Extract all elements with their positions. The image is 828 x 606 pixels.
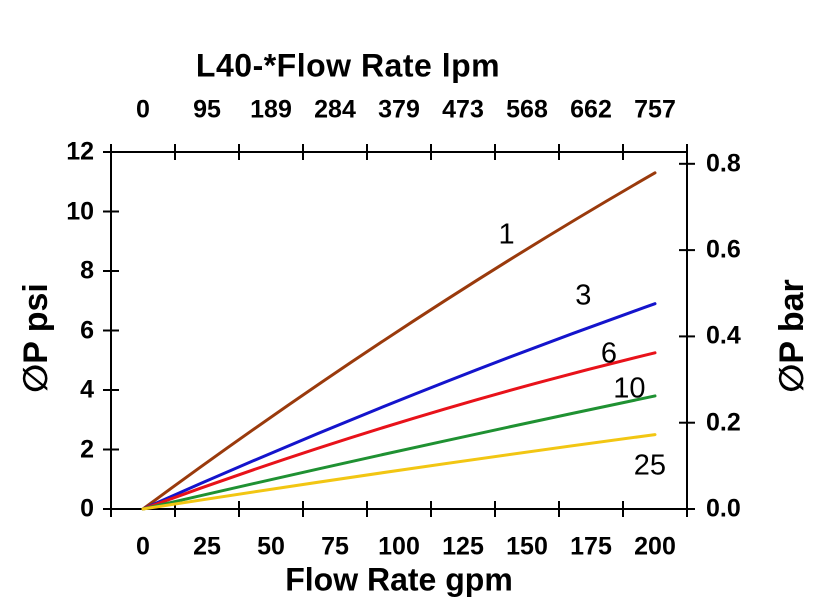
chart-title: L40-*Flow Rate lpm xyxy=(195,47,501,84)
series-label-1: 1 xyxy=(498,218,515,251)
left-tick-label: 12 xyxy=(66,137,94,166)
top-tick-label: 662 xyxy=(570,95,612,124)
top-tick-label: 568 xyxy=(506,95,548,124)
top-tick-label: 189 xyxy=(250,95,292,124)
y-axis-title-right: ∅P bar xyxy=(773,279,811,393)
bottom-tick-label: 200 xyxy=(634,532,676,561)
top-tick-label: 95 xyxy=(193,95,221,124)
bottom-tick-label: 75 xyxy=(321,532,349,561)
series-line-25 xyxy=(141,433,657,511)
right-tick-label: 0.0 xyxy=(706,494,741,523)
bottom-tick-label: 50 xyxy=(257,532,285,561)
series-line-3 xyxy=(141,302,657,511)
bottom-tick-label: 150 xyxy=(506,532,548,561)
top-tick-label: 379 xyxy=(378,95,420,124)
left-tick-label: 6 xyxy=(80,316,94,344)
bottom-tick-label: 125 xyxy=(442,532,484,561)
right-tick-label: 0.2 xyxy=(706,408,741,437)
series-line-10 xyxy=(141,394,657,511)
left-tick-label: 4 xyxy=(80,375,94,404)
bottom-tick-label: 100 xyxy=(378,532,420,561)
right-tick-label: 0.8 xyxy=(706,149,741,178)
bottom-tick-label: 25 xyxy=(193,532,221,561)
bottom-tick-label: 0 xyxy=(136,532,150,561)
series-label-6: 6 xyxy=(600,337,617,370)
x-axis-title-bottom: Flow Rate gpm xyxy=(285,561,513,598)
series-label-25: 25 xyxy=(633,449,667,482)
left-tick-label: 2 xyxy=(80,435,94,463)
left-tick-label: 0 xyxy=(80,494,94,523)
left-tick-label: 10 xyxy=(66,197,94,225)
left-tick-label: 8 xyxy=(80,256,94,285)
right-tick-label: 0.4 xyxy=(706,321,741,350)
series-line-1 xyxy=(141,171,657,511)
bottom-tick-label: 175 xyxy=(570,532,612,561)
top-tick-label: 0 xyxy=(136,95,150,124)
top-tick-label: 284 xyxy=(314,95,356,124)
top-tick-label: 473 xyxy=(442,95,484,124)
right-tick-label: 0.6 xyxy=(706,235,741,264)
series-label-10: 10 xyxy=(613,372,646,404)
top-tick-label: 757 xyxy=(634,95,676,124)
series-line-6 xyxy=(141,351,657,511)
series-label-3: 3 xyxy=(575,279,592,312)
